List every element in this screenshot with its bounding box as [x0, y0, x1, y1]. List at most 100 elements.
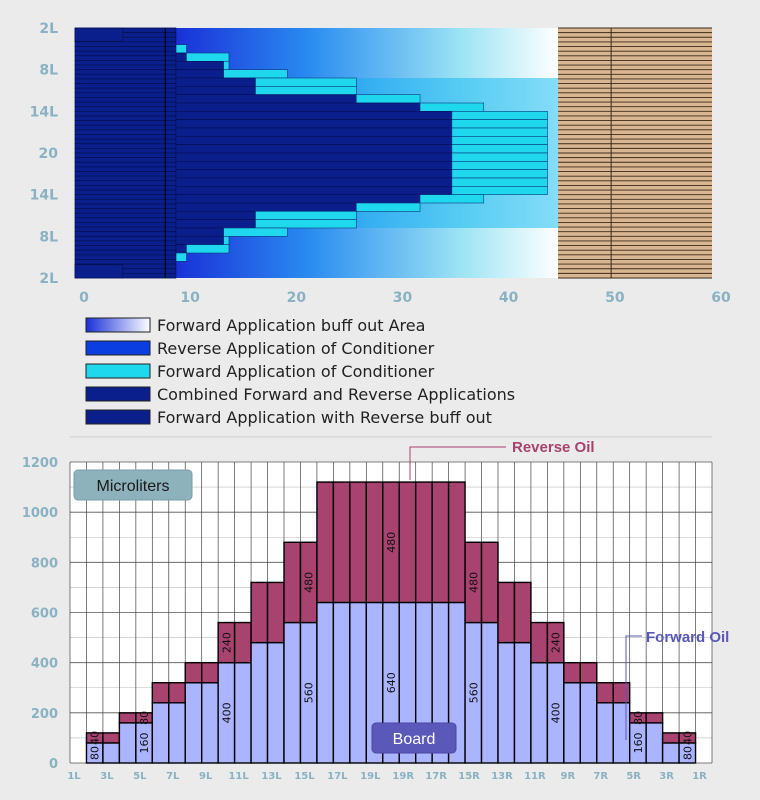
reverse-buff-row [74, 64, 177, 71]
reverse-buff-row [74, 106, 177, 112]
reverse-oil-bar [102, 732, 121, 744]
combined-application-row [175, 136, 453, 145]
combined-application-row [175, 177, 453, 187]
oil-value-label: 240 [220, 632, 233, 653]
forward-oil-bar [480, 621, 499, 764]
oil-x-tick: 9R [561, 771, 576, 782]
combined-application-row [175, 194, 421, 204]
combined-application-row [175, 161, 453, 170]
reverse-buff-row [74, 41, 177, 47]
forward-oil-bar [118, 722, 137, 764]
forward-application-row [451, 127, 548, 137]
reverse-oil-bar [365, 481, 384, 604]
reverse-buff-row [74, 222, 177, 228]
pattern-x-tick: 40 [499, 290, 519, 306]
oil-value-label: 640 [385, 672, 398, 693]
forward-oil-bar [168, 702, 186, 764]
oil-y-tick: 0 [49, 757, 58, 772]
oil-value-label: 400 [220, 702, 233, 723]
reverse-oil-label: Reverse Oil [512, 439, 595, 456]
pattern-y-tick: 8L [39, 229, 58, 245]
reverse-buff-row [74, 129, 177, 135]
reverse-oil-bar [283, 541, 302, 624]
pattern-x-tick: 60 [711, 290, 731, 306]
legend-swatch [85, 363, 151, 379]
combined-application-row [175, 219, 256, 229]
pattern-x-tick: 10 [180, 290, 200, 306]
forward-application-row [356, 202, 421, 212]
combined-application-row [175, 211, 256, 220]
combined-application-row [175, 202, 357, 212]
forward-application-row [223, 227, 288, 237]
oil-x-tick: 1L [67, 771, 81, 782]
forward-oil-bar [200, 682, 219, 764]
pattern-x-tick: 30 [393, 290, 413, 306]
oil-value-label: 160 [138, 732, 151, 753]
forward-application-row [186, 244, 230, 254]
reverse-buff-row [74, 148, 177, 154]
reverse-buff-row [74, 143, 177, 149]
units-box: Microliters [73, 469, 193, 501]
forward-oil-bar [497, 641, 516, 764]
oil-value-label: 80 [681, 746, 694, 760]
forward-oil-bar [612, 702, 631, 764]
forward-oil-bar [661, 742, 680, 764]
reverse-oil-bar [579, 661, 598, 684]
pattern-y-tick: 2L [39, 21, 58, 37]
oil-value-label: 80 [138, 711, 151, 725]
reverse-buff-row [74, 217, 177, 223]
reverse-oil-bar [612, 682, 631, 704]
forward-oil-bar [316, 601, 335, 764]
forward-application-row [451, 119, 548, 129]
reverse-oil-bar [661, 732, 680, 744]
legend-label: Reverse Application of Conditioner [157, 339, 435, 358]
oil-chart-bars [85, 481, 697, 764]
reverse-oil-bar [497, 581, 516, 644]
reverse-oil-bar [168, 682, 186, 704]
forward-application-row [255, 77, 357, 87]
reverse-buff-row [74, 194, 177, 200]
oil-x-tick: 9L [199, 771, 213, 782]
oil-y-tick: 600 [31, 607, 58, 622]
forward-application-row [451, 136, 548, 145]
oil-x-tick: 3L [100, 771, 114, 782]
reverse-oil-bar [546, 621, 565, 664]
reverse-buff-row [74, 203, 177, 209]
forward-application-row [451, 111, 548, 120]
forward-oil-bar [645, 722, 664, 764]
oil-value-label: 560 [303, 682, 316, 703]
reverse-buff-row [74, 50, 177, 57]
reverse-buff-row [74, 60, 177, 66]
board-box: Board [371, 722, 457, 754]
oil-value-label: 80 [632, 711, 645, 725]
reverse-buff-row [74, 254, 177, 260]
forward-application-row [451, 144, 548, 154]
reverse-buff-row [74, 161, 177, 168]
forward-oil-bar [184, 682, 203, 764]
legend-label: Combined Forward and Reverse Application… [157, 385, 515, 404]
oil-x-tick: 3R [659, 771, 674, 782]
forward-oil-bar [579, 682, 598, 764]
reverse-oil-bar [645, 712, 664, 724]
forward-application-row [223, 236, 230, 245]
pattern-x-tick: 0 [79, 290, 89, 306]
legend-label: Forward Application buff out Area [157, 316, 425, 335]
pattern-plot-area [74, 27, 712, 279]
legend-item: Forward Application with Reverse buff ou… [85, 408, 492, 427]
reverse-buff-row [74, 120, 177, 126]
reverse-buff-row [74, 185, 177, 191]
forward-application-row [451, 177, 548, 187]
legend-item: Combined Forward and Reverse Application… [85, 385, 515, 404]
oil-x-tick: 15L [294, 771, 315, 782]
forward-oil-bar [349, 601, 368, 764]
forward-oil-bar [102, 742, 121, 764]
reverse-oil-bar [118, 712, 137, 724]
reverse-oil-bar [563, 661, 582, 684]
legend-swatch [85, 317, 151, 333]
oil-value-label: 480 [467, 572, 480, 593]
reverse-oil-bar [480, 541, 499, 624]
combined-application-row [175, 186, 453, 195]
oil-x-tick: 7L [166, 771, 180, 782]
oil-value-label: 480 [385, 532, 398, 553]
pattern-y-tick: 14L [30, 188, 58, 204]
